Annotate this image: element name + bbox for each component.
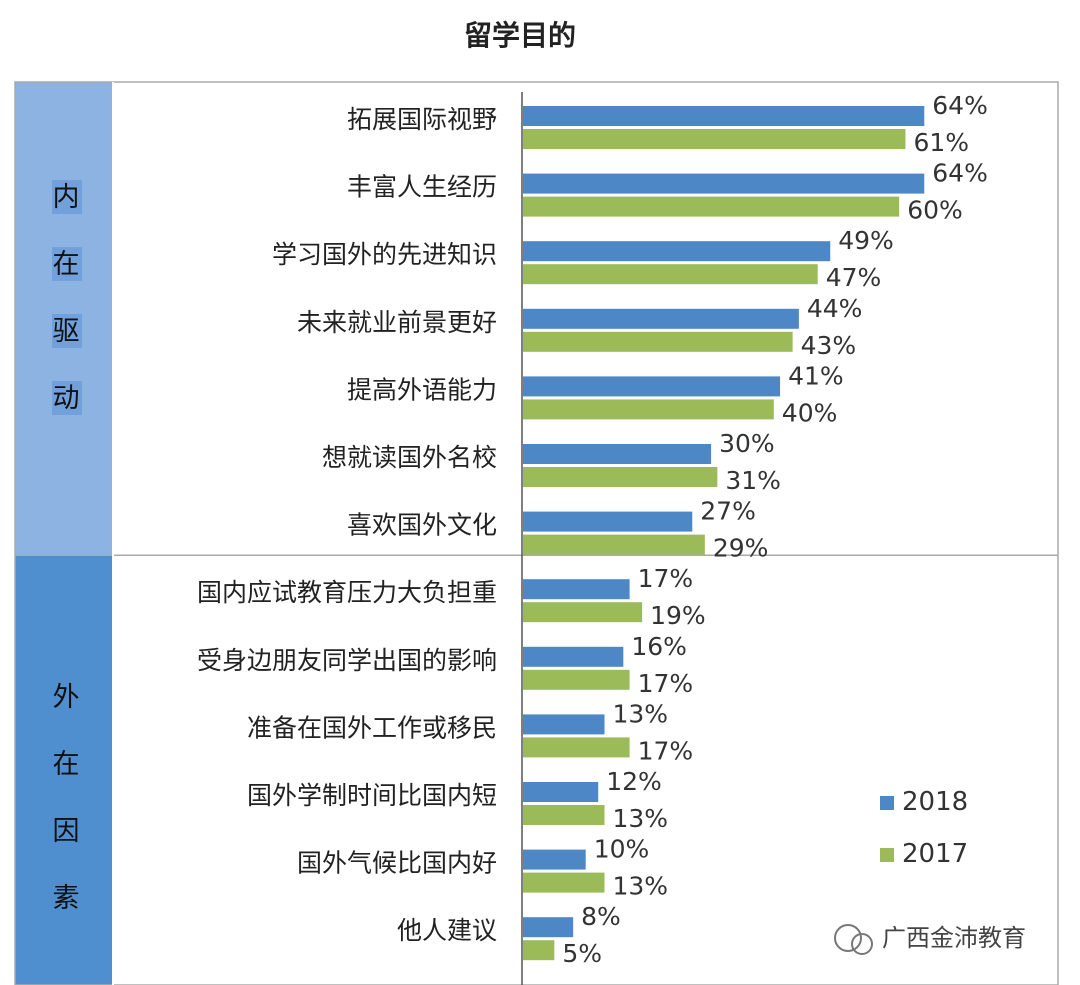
bar-2018 [523,106,925,126]
category-label: 受身边朋友同学出国的影响 [197,646,497,675]
bar-2017 [523,129,906,149]
legend-swatch-2018 [880,796,894,810]
data-label-2018: 13% [613,699,669,728]
bar-2018 [523,782,599,802]
data-label-2017: 47% [826,263,882,292]
data-label-2017: 40% [782,398,838,427]
category-label: 未来就业前景更好 [297,308,497,337]
data-label-2017: 61% [913,128,969,157]
bar-2018 [523,714,605,735]
watermark-text: 广西金沛教育 [882,924,1026,952]
category-label: 想就读国外名校 [322,443,497,472]
group-label-char: 动 [53,383,80,414]
data-label-2017: 31% [725,466,781,495]
category-label: 丰富人生经历 [347,173,497,202]
bar-2017 [523,805,605,825]
group-label-char: 因 [53,816,80,847]
bar-2018 [523,241,831,262]
data-label-2018: 44% [807,294,863,323]
bar-2017 [523,534,705,555]
bar-2018 [523,444,712,464]
wechat-logo-icon-inner [851,933,873,955]
chart-frame [14,81,1059,985]
legend-swatch-2017 [880,848,894,862]
bar-2017 [523,399,774,420]
group-label-char: 在 [53,249,80,280]
data-label-2017: 43% [801,331,857,360]
chart-title: 留学目的 [463,19,576,52]
wechat-logo-icon [834,924,862,952]
category-label: 国外气候比国内好 [297,849,497,878]
group-label-char: 素 [53,883,80,914]
data-label-2018: 12% [606,767,662,796]
bar-2017 [523,737,630,758]
data-label-2017: 29% [713,534,769,563]
group-char-highlight [52,247,82,281]
bar-2017 [523,331,793,352]
bar-2018 [523,646,624,667]
data-label-2017: 19% [650,601,706,630]
data-label-2017: 17% [638,669,694,698]
data-label-2017: 17% [638,736,694,765]
category-label: 拓展国际视野 [347,105,497,134]
category-label: 准备在国外工作或移民 [247,713,497,742]
category-label: 提高外语能力 [347,375,497,404]
group-label-char: 内 [53,182,80,213]
bar-2017 [523,602,643,623]
bar-2018 [523,579,630,600]
data-label-2018: 49% [838,226,894,255]
bar-2018 [523,308,799,329]
category-label: 学习国外的先进知识 [272,240,497,269]
bar-2018 [523,849,586,870]
category-label: 喜欢国外文化 [347,511,497,540]
data-label-2017: 13% [613,804,669,833]
data-label-2018: 64% [932,91,988,120]
group-band-external [15,555,113,985]
data-label-2017: 60% [907,196,963,225]
group-label-char: 在 [53,749,80,780]
data-label-2018: 27% [700,497,756,526]
category-label: 他人建议 [397,916,497,945]
bar-2017 [523,669,630,690]
data-label-2018: 16% [631,632,687,661]
bar-2018 [523,917,574,938]
bar-2018 [523,376,781,397]
data-label-2018: 8% [581,902,621,931]
bar-2018 [523,173,925,194]
data-label-2017: 5% [562,939,602,968]
bar-2017 [523,940,555,961]
data-label-2018: 10% [594,835,650,864]
data-label-2018: 30% [719,429,775,458]
bar-2017 [523,872,605,893]
data-label-2018: 41% [788,361,844,390]
data-label-2017: 13% [613,872,669,901]
bar-2017 [523,264,818,285]
bar-2017 [523,467,718,487]
legend-label: 2017 [902,839,968,869]
group-char-highlight [52,381,82,415]
bar-2018 [523,511,693,532]
legend-label: 2018 [902,787,968,817]
group-label-char: 外 [53,682,80,713]
bar-2017 [523,196,900,217]
data-label-2018: 17% [638,564,694,593]
data-label-2018: 64% [932,159,988,188]
category-label: 国内应试教育压力大负担重 [197,578,497,607]
category-label: 国外学制时间比国内短 [247,781,497,810]
group-label-char: 驱 [53,316,80,347]
group-char-highlight [52,180,82,214]
group-char-highlight [52,314,82,348]
